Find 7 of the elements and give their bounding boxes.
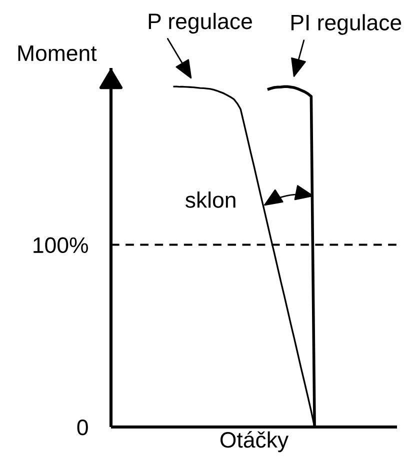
y-tick-label: 0 xyxy=(77,420,88,436)
text: PI regulace xyxy=(291,14,402,35)
y-tick-label: 100% xyxy=(34,237,88,254)
x-axis-title: Otáčky xyxy=(220,431,289,452)
y-axis-title: Moment xyxy=(18,46,97,62)
text: P regulace xyxy=(148,12,252,34)
annotation: sklon xyxy=(185,192,236,208)
